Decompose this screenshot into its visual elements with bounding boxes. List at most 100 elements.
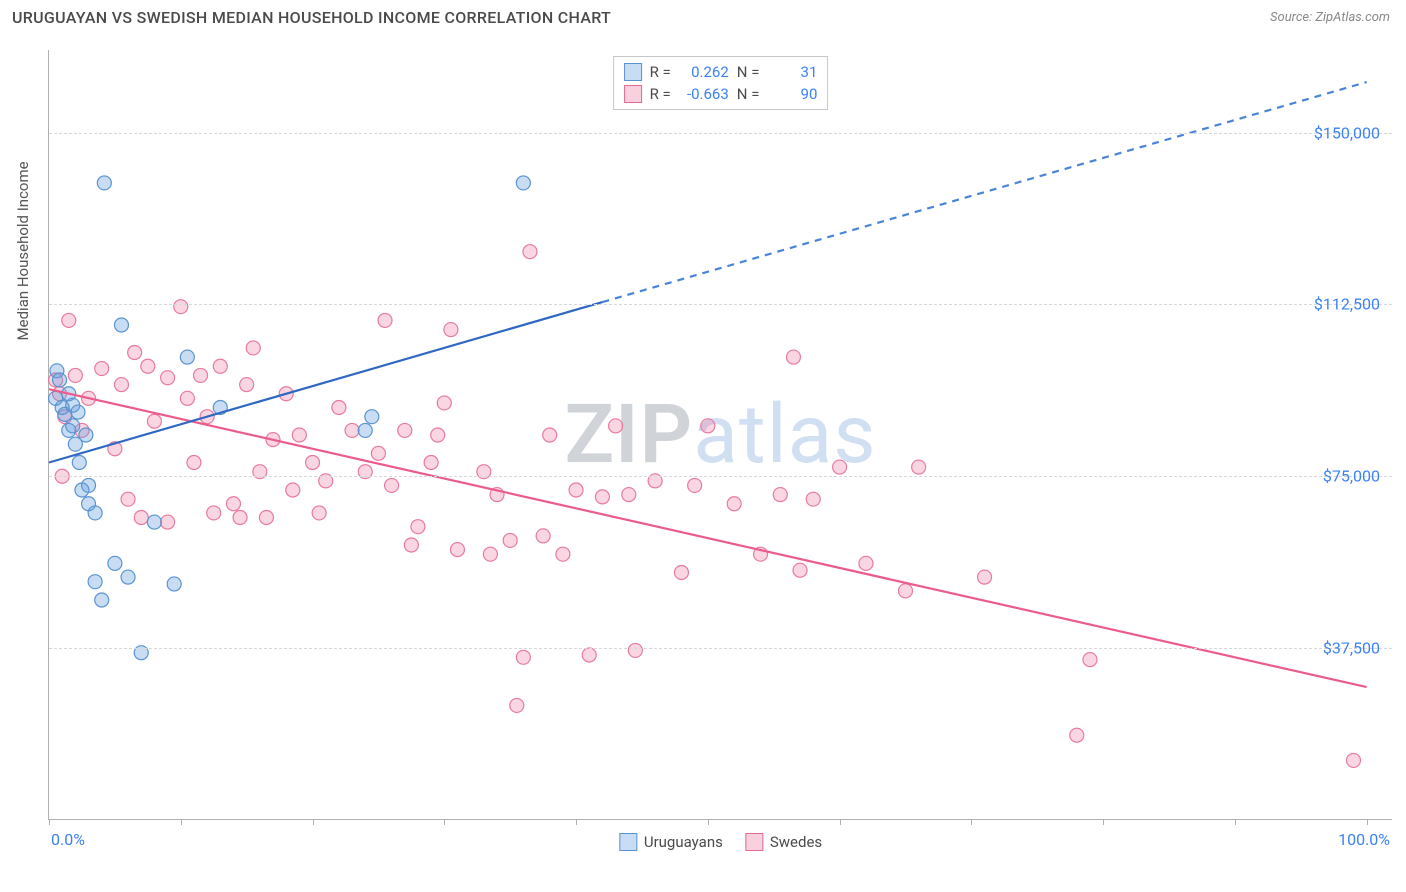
legend-label: Uruguayans xyxy=(644,833,723,851)
trendline-blue-dash xyxy=(602,82,1366,302)
data-point-pink xyxy=(622,488,636,502)
data-point-blue xyxy=(88,506,102,520)
data-point-pink xyxy=(833,460,847,474)
data-point-pink xyxy=(569,483,583,497)
data-point-pink xyxy=(510,698,524,712)
y-tick-label: $75,000 xyxy=(1323,467,1380,486)
swatch-blue-icon xyxy=(619,833,637,851)
data-point-pink xyxy=(516,650,530,664)
data-point-pink xyxy=(371,446,385,460)
x-tick xyxy=(181,819,182,825)
data-point-blue xyxy=(88,575,102,589)
data-point-blue xyxy=(79,428,93,442)
data-point-pink xyxy=(286,483,300,497)
data-point-blue xyxy=(53,373,67,387)
data-point-pink xyxy=(978,570,992,584)
swatch-pink-icon xyxy=(624,85,642,103)
r-value: -0.663 xyxy=(679,85,729,103)
x-min-label: 0.0% xyxy=(51,830,85,849)
data-point-pink xyxy=(556,547,570,561)
data-point-pink xyxy=(536,529,550,543)
data-point-pink xyxy=(1083,653,1097,667)
data-point-pink xyxy=(404,538,418,552)
gridline xyxy=(49,476,1392,477)
n-value: 31 xyxy=(767,63,817,81)
data-point-pink xyxy=(332,401,346,415)
data-point-blue xyxy=(82,478,96,492)
data-point-pink xyxy=(701,419,715,433)
x-tick xyxy=(576,819,577,825)
data-point-blue xyxy=(167,577,181,591)
data-point-pink xyxy=(246,341,260,355)
y-tick-label: $37,500 xyxy=(1323,639,1380,658)
data-point-pink xyxy=(727,497,741,511)
data-point-pink xyxy=(609,419,623,433)
data-point-blue xyxy=(71,405,85,419)
n-label: N = xyxy=(737,85,760,103)
x-tick xyxy=(1103,819,1104,825)
data-point-blue xyxy=(108,556,122,570)
data-point-pink xyxy=(773,488,787,502)
data-point-pink xyxy=(292,428,306,442)
legend-item: Uruguayans xyxy=(619,833,723,851)
legend-row: R = -0.663 N = 90 xyxy=(624,83,818,105)
gridline xyxy=(49,648,1392,649)
x-tick xyxy=(971,819,972,825)
data-point-blue xyxy=(147,515,161,529)
data-point-pink xyxy=(62,313,76,327)
data-point-pink xyxy=(207,506,221,520)
data-point-pink xyxy=(424,456,438,470)
gridline xyxy=(49,304,1392,305)
data-point-pink xyxy=(859,556,873,570)
data-point-pink xyxy=(226,497,240,511)
data-point-pink xyxy=(674,566,688,580)
data-point-pink xyxy=(450,543,464,557)
data-point-pink xyxy=(147,414,161,428)
data-point-pink xyxy=(398,423,412,437)
legend-item: Swedes xyxy=(745,833,822,851)
x-tick xyxy=(49,819,50,825)
data-point-pink xyxy=(95,362,109,376)
legend-label: Swedes xyxy=(770,833,822,851)
data-point-pink xyxy=(898,584,912,598)
chart-header: URUGUAYAN VS SWEDISH MEDIAN HOUSEHOLD IN… xyxy=(0,0,1406,31)
data-point-blue xyxy=(72,456,86,470)
x-tick xyxy=(708,819,709,825)
data-point-pink xyxy=(806,492,820,506)
swatch-blue-icon xyxy=(624,63,642,81)
series-legend: Uruguayans Swedes xyxy=(619,833,822,851)
data-point-pink xyxy=(437,396,451,410)
data-point-pink xyxy=(240,378,254,392)
scatter-svg xyxy=(49,50,1392,819)
data-point-pink xyxy=(582,648,596,662)
r-label: R = xyxy=(650,63,671,81)
data-point-pink xyxy=(444,323,458,337)
y-axis-label: Median Household Income xyxy=(14,161,32,340)
data-point-blue xyxy=(95,593,109,607)
data-point-pink xyxy=(213,359,227,373)
data-point-pink xyxy=(114,378,128,392)
chart-source: Source: ZipAtlas.com xyxy=(1270,10,1390,25)
data-point-pink xyxy=(503,533,517,547)
data-point-pink xyxy=(1070,728,1084,742)
data-point-pink xyxy=(378,313,392,327)
gridline xyxy=(49,133,1392,134)
trendline-pink xyxy=(49,389,1367,687)
x-tick xyxy=(313,819,314,825)
n-value: 90 xyxy=(767,85,817,103)
data-point-pink xyxy=(595,490,609,504)
data-point-pink xyxy=(259,511,273,525)
data-point-blue xyxy=(180,350,194,364)
x-tick xyxy=(1235,819,1236,825)
data-point-blue xyxy=(365,410,379,424)
data-point-pink xyxy=(121,492,135,506)
swatch-pink-icon xyxy=(745,833,763,851)
x-tick xyxy=(1367,819,1368,825)
data-point-blue xyxy=(516,176,530,190)
data-point-pink xyxy=(161,515,175,529)
data-point-pink xyxy=(174,300,188,314)
data-point-pink xyxy=(385,478,399,492)
correlation-legend: R = 0.262 N = 31 R = -0.663 N = 90 xyxy=(613,56,829,110)
data-point-pink xyxy=(345,423,359,437)
chart-title: URUGUAYAN VS SWEDISH MEDIAN HOUSEHOLD IN… xyxy=(12,8,611,27)
